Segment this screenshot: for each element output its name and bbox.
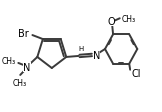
Text: N: N [93, 51, 100, 60]
Text: N: N [23, 62, 31, 72]
Text: CH₃: CH₃ [122, 15, 136, 24]
Text: CH₃: CH₃ [12, 78, 26, 87]
Text: CH₃: CH₃ [1, 57, 16, 66]
Text: O: O [107, 17, 115, 27]
Text: H: H [78, 46, 83, 52]
Text: Cl: Cl [131, 68, 141, 78]
Text: Br: Br [18, 29, 29, 39]
